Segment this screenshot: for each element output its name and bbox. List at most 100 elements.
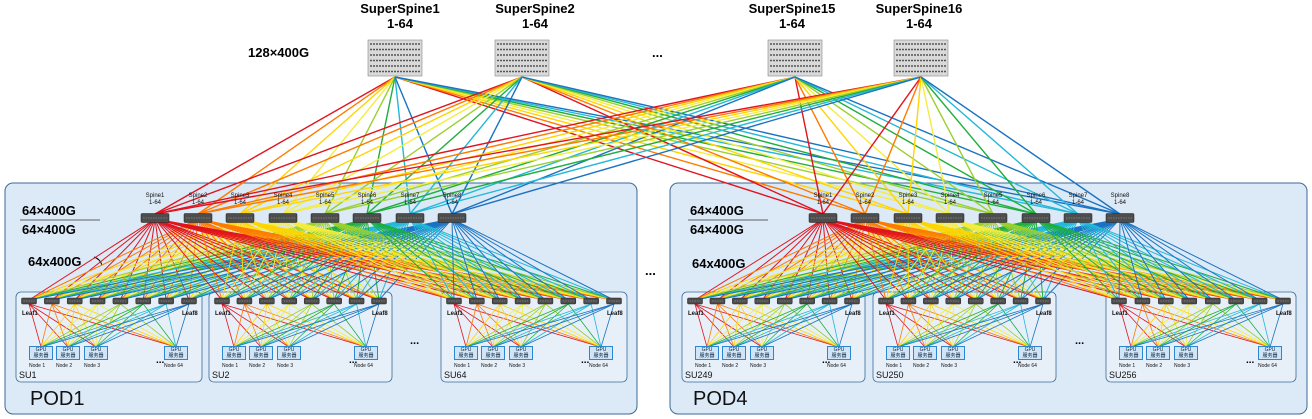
- su-label: SU2: [212, 370, 230, 380]
- spine-label: Spine1 1-64: [813, 193, 833, 206]
- spine-leaf-link: [324, 218, 455, 301]
- leaf-node-link: [333, 303, 367, 348]
- spine-leaf-link: [1077, 218, 1284, 301]
- spine-leaf-link: [197, 218, 546, 301]
- gpu-server: GPU 服务器: [277, 346, 301, 360]
- spine-leaf-link: [51, 218, 156, 301]
- superspine-spine-link: [366, 76, 922, 215]
- superspine-spine-link: [282, 76, 922, 215]
- spine-leaf-link: [1035, 218, 1190, 301]
- superspine-spine-link: [451, 76, 523, 215]
- leaf-node-link: [739, 303, 840, 348]
- leaf-node-link: [492, 303, 501, 348]
- node-ellipsis: ...: [349, 355, 358, 366]
- spine-leaf-link: [907, 218, 1213, 301]
- spine-leaf-link: [324, 218, 500, 301]
- node-ellipsis: ...: [1013, 355, 1022, 366]
- leaf-last-label: Leaf8: [1036, 311, 1052, 317]
- superspine-spine-link: [324, 76, 922, 215]
- pod1-uplink-label: 64×400G: [22, 203, 76, 218]
- spine-leaf-link: [907, 218, 1190, 301]
- spine-leaf-link: [949, 218, 1190, 301]
- spine-leaf-link: [154, 218, 190, 301]
- node-label: Node 2: [56, 363, 73, 369]
- leaf-node-link: [930, 303, 1031, 348]
- leaf-node-link: [545, 303, 602, 348]
- superspine-label-16: SuperSpine16 1-64: [875, 1, 963, 31]
- superspine-spine-link: [907, 76, 922, 215]
- leaf-node-link: [260, 303, 312, 348]
- superspine-spine-link: [154, 76, 922, 215]
- superspine-spine-link: [521, 76, 1079, 215]
- gpu-server: GPU 服务器: [1018, 346, 1042, 360]
- spine-leaf-link: [1119, 218, 1284, 301]
- spine-leaf-link: [324, 218, 523, 301]
- spine-label: Spine8 1-64: [442, 193, 462, 206]
- superspine-spine-link: [197, 76, 922, 215]
- spine-switch: [978, 213, 1008, 223]
- leaf-node-link: [1130, 303, 1190, 348]
- spine-label: Spine7 1-64: [400, 193, 420, 206]
- superspine-spine-link: [394, 76, 866, 215]
- spine-leaf-link: [366, 218, 500, 301]
- leaf-node-link: [74, 303, 97, 348]
- leaf-node-link: [1269, 303, 1284, 348]
- spine-leaf-link: [282, 218, 500, 301]
- leaf-node-link: [233, 303, 245, 348]
- spine-label: Spine1 1-64: [145, 193, 165, 206]
- leaf-node-link: [1157, 303, 1237, 348]
- leaf-node-link: [67, 303, 76, 348]
- spine-label: Spine5 1-64: [315, 193, 335, 206]
- leaf-node-link: [1212, 303, 1271, 348]
- leaf-node-link: [706, 303, 853, 348]
- leaf-node-link: [356, 303, 367, 348]
- spine-leaf-link: [864, 218, 1190, 301]
- spine-leaf-link: [822, 218, 976, 301]
- leaf-node-link: [952, 303, 977, 348]
- leaf-node-link: [40, 303, 98, 348]
- leaf-node-link: [233, 303, 335, 348]
- spine-leaf-link: [282, 218, 615, 301]
- node-ellipsis: ...: [822, 355, 831, 366]
- leaf-node-link: [975, 303, 1031, 348]
- leaf-node-link: [885, 303, 1031, 348]
- spine-leaf-link: [409, 218, 501, 301]
- spine-leaf-link: [142, 218, 156, 301]
- leaf-node-link: [288, 303, 313, 348]
- leaf-node-link: [838, 303, 853, 348]
- gpu-server: GPU 服务器: [695, 346, 719, 360]
- links: [28, 76, 1284, 348]
- spine-leaf-link: [907, 218, 1167, 301]
- spine-label: Spine4 1-64: [273, 193, 293, 206]
- spine-leaf-link: [1118, 218, 1121, 301]
- leaf-node-link: [95, 303, 144, 348]
- leaf-node-link: [492, 303, 615, 348]
- superspine-spine-link: [521, 76, 866, 215]
- spine-leaf-link: [822, 218, 932, 301]
- spine-leaf-link: [992, 218, 1120, 301]
- leaf-node-link: [694, 303, 708, 348]
- spine-switch: [1105, 213, 1135, 223]
- node-label: Node 3: [84, 363, 101, 369]
- leaf-node-link: [266, 303, 367, 348]
- leaf-node-link: [288, 303, 335, 348]
- spine-leaf-link: [885, 218, 909, 301]
- spine-leaf-link: [324, 218, 478, 301]
- leaf-node-link: [924, 303, 1021, 348]
- leaf-node-link: [288, 303, 380, 348]
- node-label: Node 3: [941, 363, 958, 369]
- leaf-node-link: [520, 303, 569, 348]
- spine-leaf-link: [1119, 218, 1143, 301]
- spine-leaf-link: [907, 218, 1237, 301]
- spine-leaf-link: [197, 218, 569, 301]
- leaf-node-link: [952, 303, 1044, 348]
- spine-leaf-link: [992, 218, 1190, 301]
- leaf-node-link: [289, 303, 367, 348]
- superspine-spine-link: [521, 76, 994, 215]
- superspine-spine-link: [154, 76, 523, 215]
- leaf-node-link: [1157, 303, 1167, 348]
- spine-label: Spine2 1-64: [188, 193, 208, 206]
- superspine-chassis-3: [767, 39, 823, 77]
- spine-leaf-link: [1077, 218, 1190, 301]
